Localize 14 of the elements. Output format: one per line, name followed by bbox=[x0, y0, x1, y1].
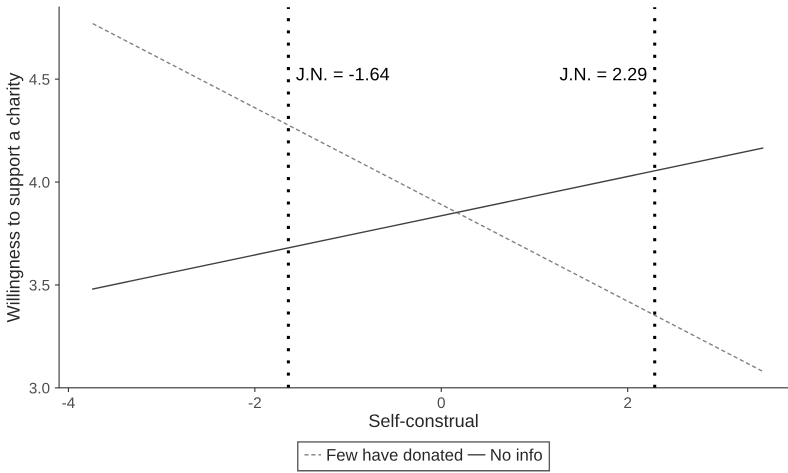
x-tick-label: -2 bbox=[248, 397, 261, 408]
y-axis-title: Willingness to support a charity bbox=[6, 72, 24, 322]
ref-line-label: J.N. = -1.64 bbox=[296, 68, 390, 80]
x-tick-label: -4 bbox=[62, 397, 75, 408]
y-tick-label: 4.0 bbox=[29, 176, 50, 188]
legend-label: No info bbox=[491, 448, 542, 461]
legend-label: Few have donated bbox=[327, 448, 462, 461]
y-tick-label: 4.5 bbox=[29, 74, 50, 85]
x-axis-title: Self-construal bbox=[369, 414, 478, 428]
x-tick-label: 0 bbox=[438, 397, 445, 408]
ref-line-label: J.N. = 2.29 bbox=[560, 68, 646, 80]
x-tick-label: 2 bbox=[624, 397, 632, 408]
y-tick-label: 3.0 bbox=[29, 382, 50, 394]
y-tick-label: 3.5 bbox=[29, 280, 50, 291]
